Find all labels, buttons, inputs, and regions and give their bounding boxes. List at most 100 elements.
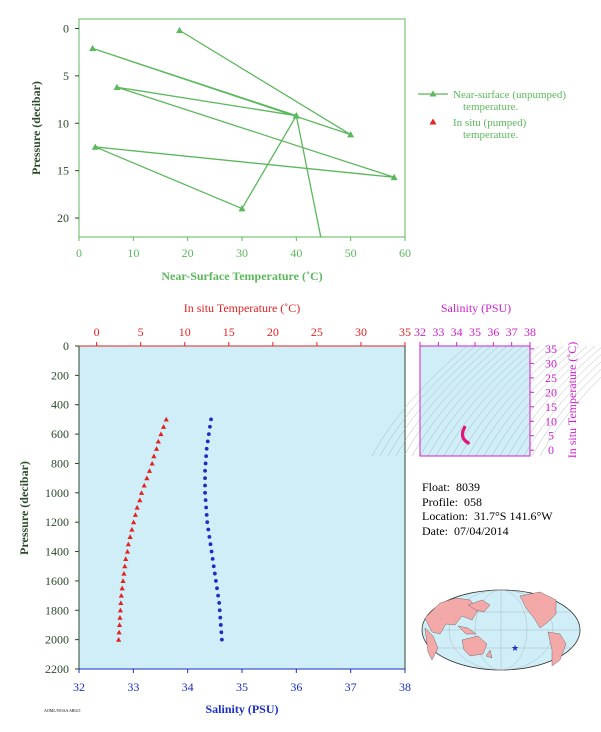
top-x-axis: 0 10 20 30 40 50 60 [76,237,411,260]
salinity-point [208,424,212,429]
salinity-point [211,564,216,569]
legend-label-near-surface: Near-surface (unpumped) [453,89,566,101]
density-contour [523,361,601,457]
pressure-tick-label: 600 [51,427,69,441]
ts-y-tick-label: 35 [545,342,557,356]
temperature-point [127,534,133,539]
density-contour [387,345,484,457]
float-id: 8039 [456,480,481,494]
salinity-point [209,549,214,554]
temperature-point [134,504,140,510]
temperature-tick-label: 30 [355,325,367,339]
near-surface-point [176,26,184,34]
salinity-point [215,586,219,591]
temperature-point [119,585,125,591]
ts-salinity-axis: 32 33 34 35 36 37 38 [414,325,536,346]
ts-y-axis-label: In situ Temperature (˚C) [565,342,579,459]
temperature-tick-label: 0 [94,325,100,339]
temperature-axis: 0 5 10 15 20 25 30 35 [94,325,411,346]
near-surface-point [347,131,355,138]
density-contour [443,345,540,457]
pressure-tick-label: 2000 [45,633,69,647]
pressure-axis: 0 200 400 600 800 1000 1200 1400 1600 1800 2000 220… [45,339,79,676]
pressure-tick-label: 1600 [45,574,69,588]
salinity-tick-label: 38 [399,680,411,694]
top-y-tick-label: 5 [63,69,69,83]
temperature-tick-label: 5 [138,325,144,339]
density-contour [499,345,596,457]
ts-y-tick-label: 30 [545,356,557,370]
ts-x-tick-label: 34 [451,325,463,339]
map-landmasses [424,591,567,667]
legend-marker-near-surface [429,90,437,97]
pressure-tick-label: 2200 [45,662,69,676]
salinity-point [219,637,224,642]
temperature-point [116,622,123,628]
salinity-tick-label: 36 [290,680,302,694]
near-surface-point [390,173,398,181]
salinity-point [203,468,207,473]
temperature-point [163,416,169,422]
temperature-point [117,615,123,620]
ts-y-tick-label: 0 [548,443,554,457]
salinity-point [217,608,222,613]
pressure-tick-label: 1400 [45,545,69,559]
ts-y-tick-label: 15 [545,400,557,414]
temperature-point [146,468,153,473]
temperature-point [118,592,124,598]
map-graticule [422,589,580,671]
top-y-tick-label: 0 [63,21,69,35]
density-contour [451,345,548,457]
salinity-point [206,527,211,532]
pressure-tick-label: 1000 [45,486,69,500]
temperature-axis-label: In situ Temperature (˚C) [184,301,301,315]
temperature-tick-label: 25 [311,325,323,339]
top-x-tick-label: 20 [182,246,194,260]
density-contour [371,345,468,457]
legend-marker-insitu [429,118,437,125]
legend-label-insitu-2: temperature. [463,129,519,141]
legend: Near-surface (unpumped) temperature. In … [418,89,566,141]
date-row: Date: 07/04/2014 [422,523,509,538]
density-contour [539,376,601,457]
density-contour [379,345,476,457]
top-y-axis: 0 5 10 15 20 [57,21,79,225]
density-contour [403,345,500,457]
temperature-point [138,490,145,495]
temperature-point [122,563,128,569]
salinity-tick-label: 35 [236,680,248,694]
near-surface-temperature-chart: 0 10 20 30 40 50 60 0 5 10 15 20 Near-Surface Temp… [29,18,411,283]
salinity-point [207,534,212,539]
top-y-tick-label: 15 [57,164,69,178]
east-asia-landmass [467,599,491,613]
salinity-point [218,615,223,620]
legend-label-insitu: In situ (pumped) [453,117,527,129]
density-contour [395,345,492,457]
salinity-point [209,417,213,422]
indonesia-landmass [457,625,477,635]
salinity-point [206,432,211,436]
temperature-point [116,637,122,642]
salinity-tick-label: 34 [182,680,194,694]
ts-y-tick-label: 10 [545,414,557,428]
temperature-point [132,512,138,517]
salinity-point [212,571,217,576]
ts-x-tick-label: 33 [432,325,444,339]
salinity-point [216,593,220,598]
ts-x-tick-label: 38 [524,325,536,339]
top-x-tick-label: 60 [399,246,411,260]
salinity-point [204,505,209,510]
salinity-point [203,461,208,466]
float-row: Float: 8039 [422,480,481,494]
density-contour [435,345,532,457]
density-contour [507,347,601,457]
temperature-point [144,475,150,481]
salinity-axis: 32 33 34 35 36 37 38 [73,669,411,694]
temperature-tick-label: 35 [399,325,411,339]
near-surface-series [89,26,398,238]
ts-series [460,425,470,445]
pressure-tick-label: 1800 [45,603,69,617]
temperature-point [155,438,161,444]
